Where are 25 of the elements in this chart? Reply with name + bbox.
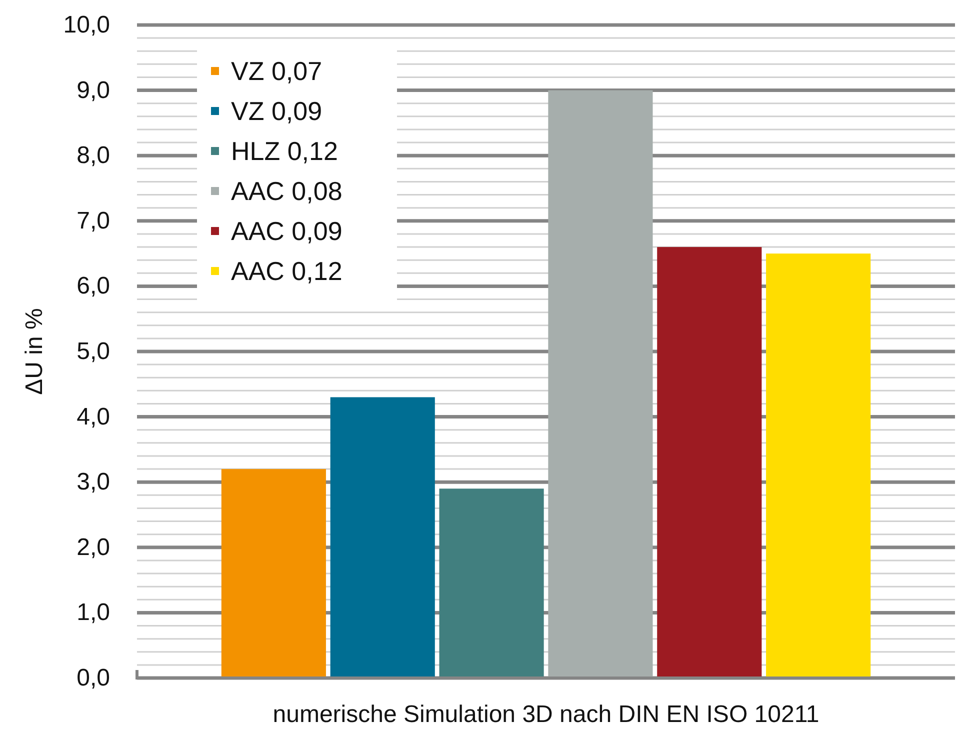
legend-label: VZ 0,07 <box>231 56 322 86</box>
bar <box>221 469 326 678</box>
y-tick-label: 9,0 <box>76 76 110 104</box>
y-tick-label: 6,0 <box>76 272 110 300</box>
legend-label: AAC 0,09 <box>231 216 342 246</box>
bar <box>766 254 871 678</box>
y-tick-label: 0,0 <box>76 664 110 692</box>
y-axis-title: ΔU in % <box>21 308 48 395</box>
y-tick-label: 4,0 <box>76 403 110 430</box>
bar <box>330 397 435 678</box>
x-tick-label: numerische Simulation 3D nach DIN EN ISO 10211 <box>272 701 820 728</box>
y-tick-label: 8,0 <box>76 142 110 170</box>
legend-label: HLZ 0,12 <box>231 136 338 166</box>
y-tick-label: 1,0 <box>76 599 110 626</box>
y-tick-label: 10,0 <box>63 12 110 38</box>
y-tick-label: 2,0 <box>76 534 110 561</box>
y-tick-label: 5,0 <box>76 338 110 365</box>
legend-label: AAC 0,08 <box>231 176 342 206</box>
legend-label: AAC 0,12 <box>231 256 342 286</box>
bar <box>439 488 544 678</box>
bar <box>548 90 653 678</box>
y-tick-label: 3,0 <box>76 468 110 496</box>
legend-label: VZ 0,09 <box>231 96 322 126</box>
bar <box>657 247 762 678</box>
y-tick-label: 7,0 <box>76 207 110 234</box>
